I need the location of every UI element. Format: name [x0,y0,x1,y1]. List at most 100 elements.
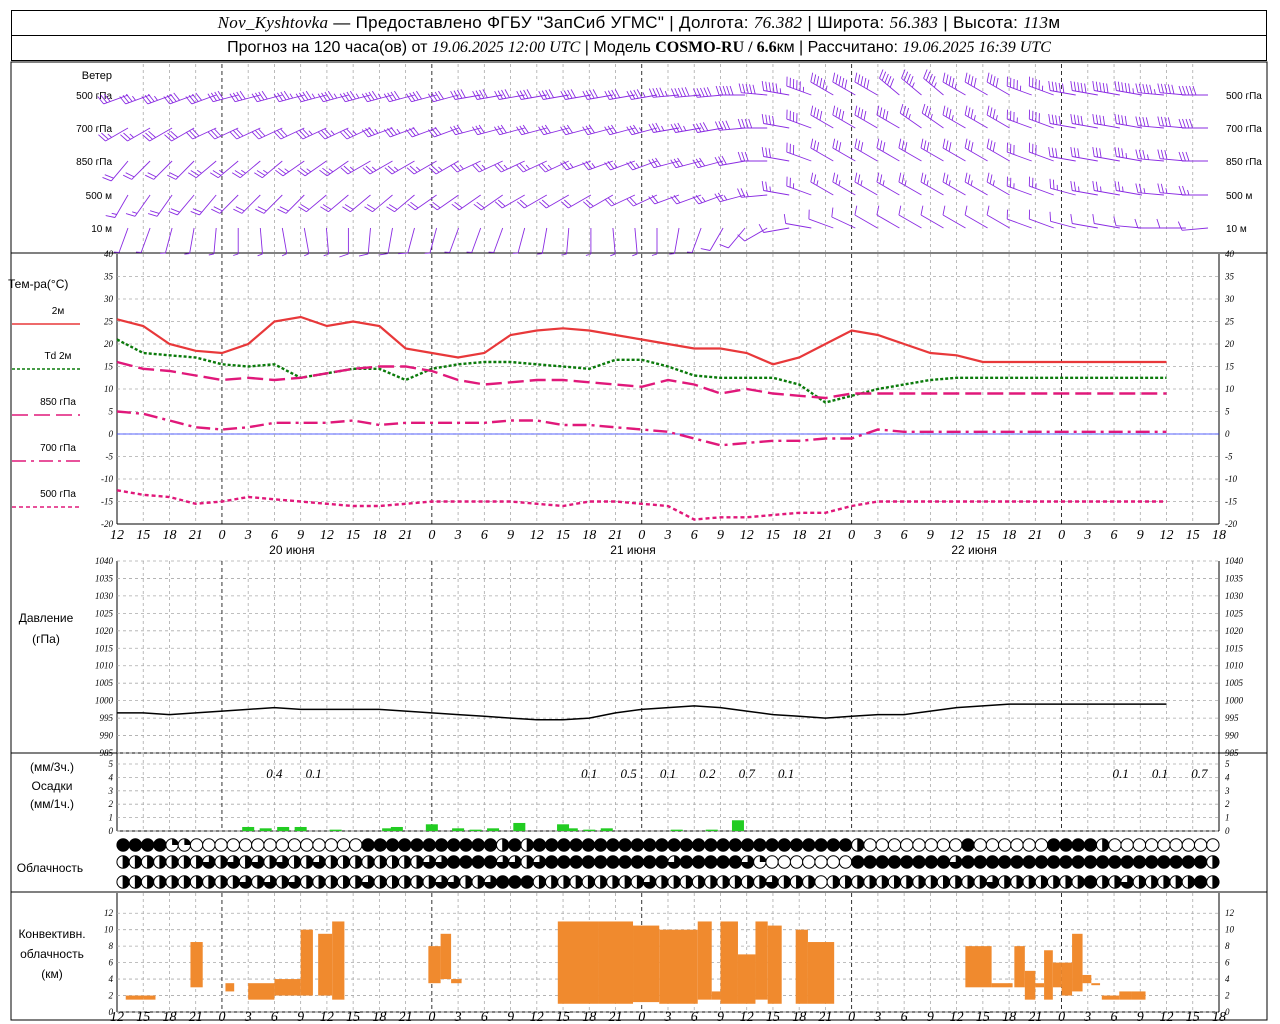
wind-barb [783,214,812,229]
cloud-fill [484,855,497,869]
wind-barb [164,127,195,142]
pres-tick-right: 1035 [1225,573,1244,583]
cloud-fill [319,875,326,889]
wind-barb [626,89,658,100]
cloud-fill [447,855,460,869]
wind-barb [942,72,966,96]
wind-barb [879,69,900,96]
conv-tick-right: 8 [1225,941,1230,951]
cloud-symbol [765,855,779,869]
wind-barb [407,194,437,211]
cloud-fill [980,875,987,889]
wind-barb [1092,147,1120,162]
wind-barb [1114,181,1142,196]
wind-barb [255,194,283,214]
conv-bar [795,929,808,1004]
prec-tick-left: 0 [109,826,114,836]
conv-x-tick: 21 [609,1010,623,1024]
cloud-fill [631,838,644,852]
cloud-fill [306,855,313,869]
wind-barb [254,160,283,179]
wind-barb [1114,81,1142,96]
conv-bar [143,995,156,1000]
prec-tick-right: 0 [1225,826,1230,836]
wind-barb [560,160,592,171]
wind-barb [1049,178,1076,196]
prec-tick-right: 5 [1225,759,1230,769]
temp-x-tick: 15 [136,528,150,543]
wind-barb [876,105,900,129]
temp-legend-label: 2м [52,306,65,317]
wind-barb [405,126,437,138]
cloud-fill [343,855,350,869]
conv-x-tick: 0 [638,1010,645,1024]
conv-x-tick: 3 [1083,1010,1091,1024]
cloud-fill [974,855,987,869]
cloud-fill [1041,875,1048,889]
wind-barb [450,160,481,173]
conv-tick-left: 10 [104,925,114,935]
wind-barb [160,227,173,254]
wind-barb [738,83,768,96]
cloud-fill [1084,855,1097,869]
cloud-fill [931,875,938,889]
conv-bar [1131,991,1146,1000]
temp-x-tick: 0 [1058,528,1065,543]
wind-barb [428,160,459,175]
cloud-symbol [238,838,253,852]
wind-level-label-right: 850 гПа [1226,157,1262,168]
wind-barb [1028,209,1054,229]
conv-bar [659,929,686,1004]
temp-x-tick: 15 [556,528,570,543]
wind-barb [670,87,702,98]
conv-bar [440,933,452,980]
cloud-fill [153,838,167,852]
wind-barb [761,181,790,196]
wind-barb [281,227,288,257]
temp-x-tick: 12 [1160,528,1174,543]
conv-x-tick: 3 [664,1010,672,1024]
cloud-fill [1023,855,1036,869]
wind-barb [427,90,459,103]
wind-barb [386,194,415,213]
cloud-fill [1047,855,1060,869]
cloud-row [116,838,1220,852]
cloud-fill [276,855,289,869]
wind-barb [1157,116,1186,129]
wind-barb [737,227,768,242]
cloud-fill [361,838,375,852]
wind-barb [692,157,724,169]
cloud-fill [202,855,216,869]
temp-x-tick: 3 [873,528,881,543]
prec-label: 0.7 [739,766,756,781]
temp-x-tick: 3 [244,528,252,543]
cloud-fill [741,855,754,869]
wind-barb [163,92,195,105]
cloud-fill [643,875,656,889]
cloud-fill [1096,855,1109,869]
cloud-fill [233,875,240,889]
cloud-fill [961,838,975,852]
cloud-symbol [263,838,277,852]
cloud-fill [423,855,436,869]
wind-barb [473,194,503,211]
wind-barb [1157,183,1186,196]
wind-barb [876,205,900,229]
wind-barb [854,138,878,162]
wind-barb [832,172,856,196]
cloud-symbol [936,838,951,852]
wind-barb [383,126,415,138]
wind-barb [786,76,812,96]
wind-barb [273,90,305,103]
wind-barb [364,194,393,213]
wind-barb [648,122,680,133]
wind-barb [626,124,658,136]
wind-barb [231,160,261,179]
cloud-symbol [1157,838,1171,852]
wind-barb [604,124,636,136]
wind-barb [1156,218,1186,229]
conv-bar [633,925,660,1003]
wind-barb [444,227,460,253]
cloud-fill [582,855,595,869]
wind-barb [737,118,768,129]
